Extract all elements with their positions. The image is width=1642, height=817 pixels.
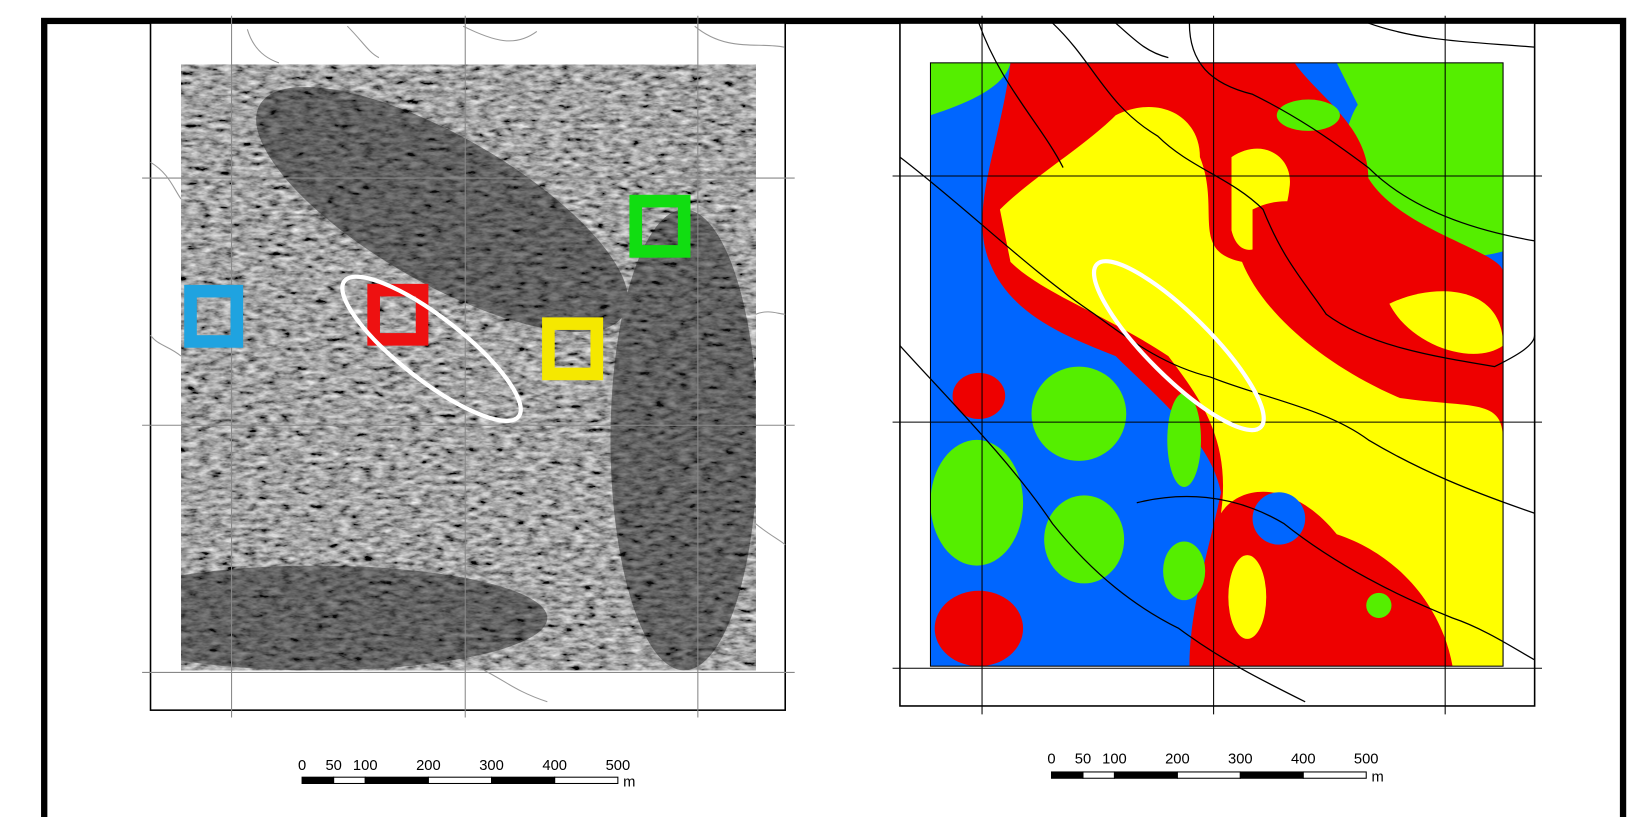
scale-label: 300	[479, 758, 504, 774]
scale-label: 50	[1075, 752, 1091, 768]
scale-label: 200	[1165, 752, 1190, 768]
scale-label: 500	[1354, 752, 1379, 768]
scale-label: 400	[1291, 752, 1316, 768]
scale-unit: m	[623, 775, 635, 791]
scale-label: 100	[1102, 752, 1127, 768]
scale-segment	[1114, 772, 1177, 778]
figure: 050100200300400500m050100200300400500m	[0, 0, 1642, 817]
scale-label: 50	[325, 758, 341, 774]
scale-label: 300	[1228, 752, 1253, 768]
scale-segment	[492, 777, 555, 783]
scale-label: 0	[1047, 752, 1055, 768]
scale-unit: m	[1371, 769, 1383, 785]
scale-label: 0	[298, 758, 306, 774]
classification	[930, 63, 1503, 666]
left-map	[84, 16, 794, 718]
scale-segment	[1177, 772, 1240, 778]
scale-segment	[302, 777, 334, 783]
scale-segment	[365, 777, 428, 783]
scale-label: 400	[542, 758, 567, 774]
scale-label: 100	[353, 758, 378, 774]
scale-segment	[1240, 772, 1303, 778]
scale-segment	[555, 777, 618, 783]
scale-segment	[428, 777, 491, 783]
scale-segment	[1083, 772, 1114, 778]
scale-segment	[1303, 772, 1366, 778]
scale-label: 500	[606, 758, 631, 774]
scale-segment	[1052, 772, 1083, 778]
page: 050100200300400500m050100200300400500m (…	[0, 0, 1642, 817]
scale-segment	[334, 777, 366, 783]
right-map	[893, 16, 1542, 715]
scale-label: 200	[416, 758, 441, 774]
